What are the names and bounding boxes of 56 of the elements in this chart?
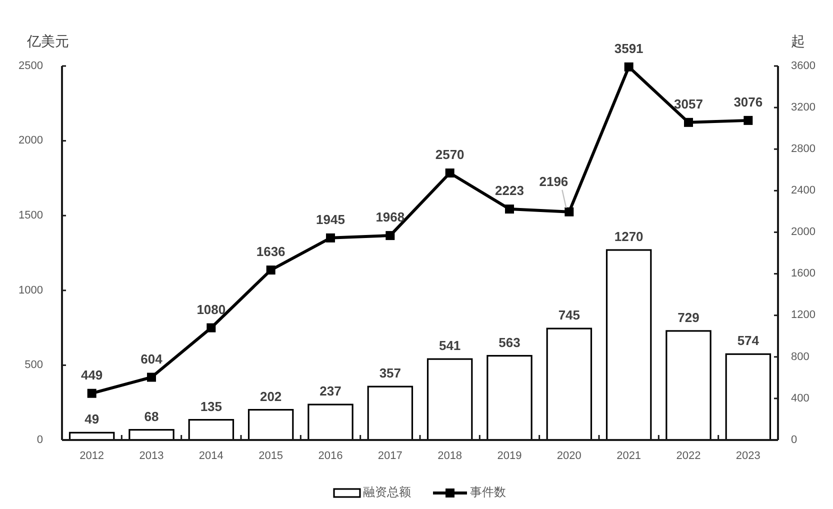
data-label: 49 bbox=[84, 412, 100, 427]
y2-tick-label: 2400 bbox=[791, 184, 816, 197]
x-tick-label: 2020 bbox=[556, 450, 582, 462]
data-label: 357 bbox=[379, 366, 402, 381]
x-tick-label: 2018 bbox=[438, 450, 462, 462]
data-label: 3076 bbox=[734, 94, 763, 110]
data-label: 3057 bbox=[674, 96, 703, 112]
x-tick-label: 2021 bbox=[616, 450, 642, 462]
y2-tick-label: 1600 bbox=[791, 268, 816, 280]
y-axis-title: 亿美元 bbox=[27, 33, 69, 49]
data-label: 2570 bbox=[435, 147, 464, 162]
y-tick-label: 2500 bbox=[18, 60, 43, 72]
x-tick-label: 2012 bbox=[80, 450, 104, 462]
data-label: 745 bbox=[558, 308, 580, 323]
y2-tick-label: 3600 bbox=[791, 60, 816, 72]
data-label: 68 bbox=[144, 408, 159, 424]
data-label: 563 bbox=[498, 334, 520, 350]
y-tick-label: 1500 bbox=[18, 210, 43, 222]
data-label: 604 bbox=[140, 351, 162, 366]
data-label: 449 bbox=[80, 367, 103, 382]
data-label: 237 bbox=[320, 384, 342, 399]
x-tick-label: 2014 bbox=[198, 450, 224, 462]
data-label: 1270 bbox=[614, 229, 644, 244]
y2-tick-label: 800 bbox=[791, 350, 810, 363]
y2-tick-label: 400 bbox=[791, 392, 810, 404]
data-label: 1636 bbox=[256, 244, 286, 260]
data-label: 541 bbox=[438, 338, 461, 354]
x-tick-label: 2013 bbox=[139, 450, 164, 462]
y-tick-label: 2000 bbox=[18, 134, 43, 147]
y-tick-label: 0 bbox=[36, 434, 43, 446]
data-label: 202 bbox=[260, 388, 282, 404]
data-label: 1945 bbox=[316, 212, 345, 227]
x-tick-label: 2015 bbox=[258, 450, 284, 462]
x-tick-label: 2019 bbox=[497, 450, 522, 462]
y2-tick-label: 2000 bbox=[791, 226, 816, 238]
legend-label: 事件数 bbox=[470, 485, 506, 500]
legend-label: 融资总额 bbox=[363, 485, 411, 500]
y2-tick-label: 3200 bbox=[791, 101, 816, 114]
data-label: 574 bbox=[737, 333, 760, 348]
y-tick-label: 1000 bbox=[18, 284, 43, 296]
data-label: 2196 bbox=[539, 174, 568, 189]
y2-axis-title: 起 bbox=[791, 33, 805, 49]
y-tick-label: 500 bbox=[24, 359, 43, 372]
data-label: 729 bbox=[678, 310, 700, 325]
data-label: 2223 bbox=[495, 183, 524, 198]
x-tick-label: 2017 bbox=[378, 450, 402, 462]
x-tick-label: 2023 bbox=[736, 450, 760, 462]
x-tick-label: 2016 bbox=[318, 450, 343, 462]
x-tick-label: 2022 bbox=[676, 450, 701, 462]
y2-tick-label: 2800 bbox=[791, 143, 816, 156]
data-label: 3591 bbox=[614, 40, 644, 56]
y2-tick-label: 0 bbox=[791, 434, 798, 446]
data-label: 1968 bbox=[376, 210, 405, 225]
data-label: 1080 bbox=[196, 302, 226, 317]
y2-tick-label: 1200 bbox=[791, 309, 816, 322]
data-label: 135 bbox=[200, 398, 222, 414]
